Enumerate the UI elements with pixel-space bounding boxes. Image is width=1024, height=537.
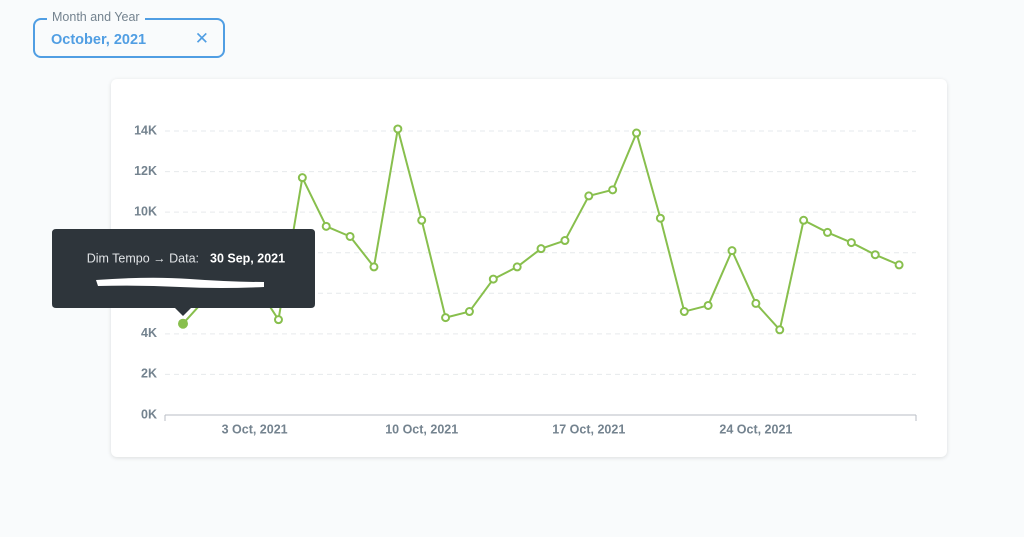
point — [727, 246, 737, 256]
redaction — [96, 277, 264, 288]
point — [464, 307, 474, 317]
point — [369, 262, 379, 272]
point — [584, 191, 594, 201]
y-tick-label: 14K — [134, 123, 157, 137]
point — [608, 185, 618, 195]
x-tick-label: 17 Oct, 2021 — [552, 422, 625, 436]
point — [321, 221, 331, 231]
x-tick-label: 10 Oct, 2021 — [385, 422, 458, 436]
tooltip: Dim Tempo → Data: 30 Sep, 2021 — [52, 229, 315, 316]
point — [393, 124, 403, 134]
point — [273, 315, 283, 325]
tooltip-box — [52, 229, 315, 316]
point — [679, 307, 689, 317]
point — [345, 231, 355, 241]
point — [894, 260, 904, 270]
clear-button[interactable]: ✕ — [194, 29, 209, 48]
point — [751, 298, 761, 308]
point — [512, 262, 522, 272]
y-tick-label: 4K — [141, 326, 157, 340]
tooltip-label: Dim Tempo → Data: — [87, 251, 199, 265]
date-filter[interactable]: Month and Year October, 2021 ✕ — [33, 10, 225, 58]
y-tick-label: 0K — [141, 407, 157, 421]
point — [632, 128, 642, 138]
y-tick-label: 10K — [134, 204, 157, 218]
point — [846, 238, 856, 248]
filter-label: Month and Year — [47, 10, 145, 24]
point — [703, 300, 713, 310]
point — [441, 313, 451, 323]
point — [560, 236, 570, 246]
tooltip-value: 30 Sep, 2021 — [210, 251, 285, 265]
point — [655, 213, 665, 223]
point — [799, 215, 809, 225]
y-tick-label: 12K — [134, 164, 157, 178]
x-tick-label: 3 Oct, 2021 — [222, 422, 288, 436]
point — [870, 250, 880, 260]
point — [775, 325, 785, 335]
x-tick-label: 24 Oct, 2021 — [719, 422, 792, 436]
y-tick-label: 2K — [141, 367, 157, 381]
filter-value: October, 2021 — [51, 32, 147, 48]
point — [178, 318, 188, 329]
point — [297, 173, 307, 183]
point — [488, 274, 498, 284]
point — [417, 215, 427, 225]
point — [536, 244, 546, 254]
point — [822, 227, 832, 237]
